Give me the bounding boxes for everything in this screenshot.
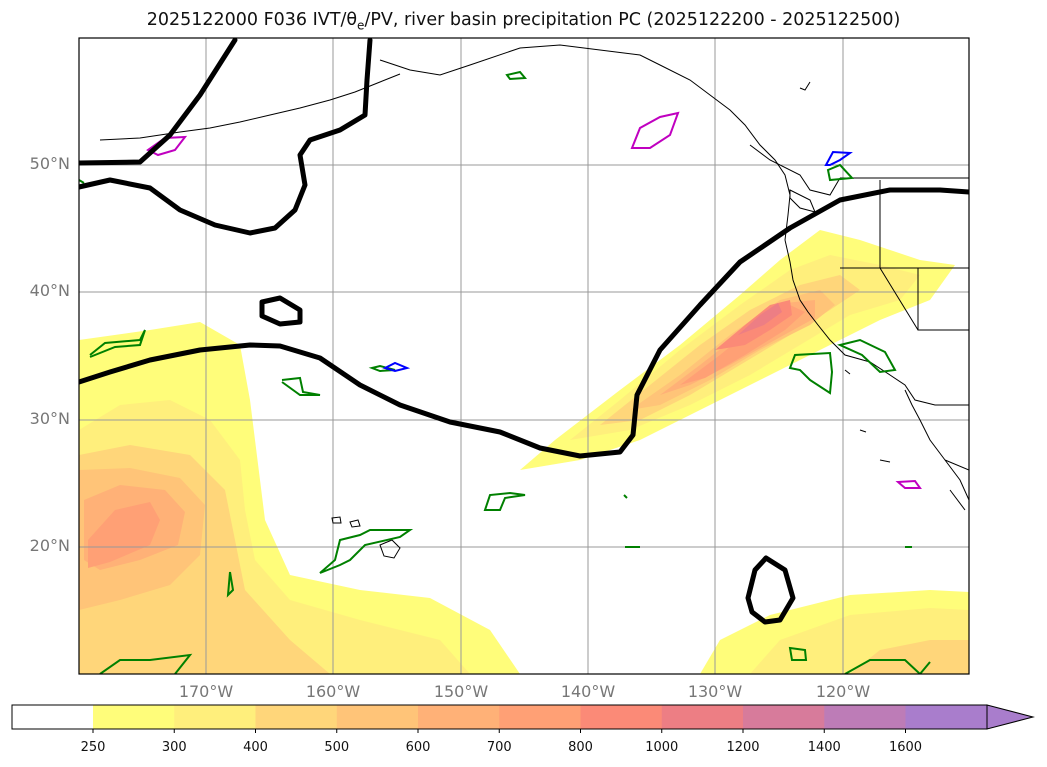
basin-green-14 (623, 494, 912, 548)
lat-label-30n: 30°N (29, 409, 70, 428)
bc-coast (749, 144, 841, 196)
baja (904, 389, 969, 501)
state-lines (840, 180, 969, 331)
ivt-west-700 (88, 502, 160, 568)
lon-label-140w: 140°W (560, 682, 616, 701)
lon-label-130w: 130°W (687, 682, 743, 701)
title-subscript: e (357, 18, 365, 33)
pv-contour-alaska (79, 38, 373, 236)
colorbar-tick-label: 600 (405, 740, 431, 755)
pv-closed-high (745, 555, 796, 625)
hawaii-kauai (331, 516, 342, 524)
lon-label-120w: 120°W (815, 682, 871, 701)
colorbar-tick-label: 1000 (645, 740, 679, 755)
title-prefix: 2025122000 F036 IVT/θ (146, 10, 358, 30)
basin-green-7 (836, 338, 897, 374)
hawaii-big (379, 539, 401, 559)
ivt-shading (79, 230, 969, 674)
basin-green-11 (844, 659, 931, 674)
basin-green-4 (483, 491, 526, 511)
basin-green-6 (788, 351, 834, 395)
hawaii-oahu (349, 519, 361, 528)
aleutian-chain (99, 73, 401, 141)
colorbar-tick-label: 250 (80, 740, 106, 755)
map-title: 2025122000 F036 IVT/θe/PV, river basin p… (0, 10, 1047, 33)
colorbar-tick-label: 400 (243, 740, 268, 755)
colorbar-tick-label: 500 (324, 740, 350, 755)
pv-closed-low (259, 295, 303, 327)
title-suffix: /PV, river basin precipitation PC (20251… (364, 10, 901, 30)
basin-blue-1 (824, 150, 853, 166)
basin-green-2 (281, 376, 321, 396)
basin-magenta-2 (630, 111, 680, 149)
colorbar-tick-label: 1200 (726, 740, 760, 755)
basin-green-9 (788, 646, 808, 661)
map-frame (78, 37, 970, 675)
colorbar-tick-label: 800 (568, 740, 593, 755)
pv-contours (79, 38, 969, 625)
mexico-coast (944, 459, 969, 511)
west-coast (784, 239, 969, 406)
coastlines (99, 44, 969, 559)
lat-label-40n: 40°N (29, 281, 70, 300)
pv-contour-main (79, 187, 969, 459)
basin-green-15 (79, 179, 85, 184)
gridlines (79, 38, 969, 674)
colorbar-tick-label: 300 (161, 740, 187, 755)
basin-green-10 (99, 653, 193, 674)
basin-blue-2 (382, 361, 411, 373)
ivt-ar-1000 (738, 303, 782, 335)
colorbar-tick-label: 1600 (888, 740, 923, 755)
colorbar-tick-label: 700 (486, 740, 512, 755)
lat-label-20n: 20°N (29, 536, 70, 555)
alaska-coast (379, 44, 791, 241)
small-islands (799, 81, 891, 463)
basin-green-1 (89, 329, 146, 358)
ivt-south-400 (850, 640, 969, 674)
basin-green-12 (226, 571, 235, 598)
basin-green-8 (826, 163, 855, 182)
basin-green-5 (319, 529, 414, 574)
vancouver-island (789, 189, 816, 213)
colorbar-tick-label: 1400 (807, 740, 841, 755)
lat-label-50n: 50°N (29, 154, 70, 173)
lon-label-150w: 150°W (433, 682, 489, 701)
pv-contour-north (79, 38, 238, 166)
lon-label-160w: 160°W (305, 682, 361, 701)
lon-label-170w: 170°W (178, 682, 234, 701)
basin-magenta-3 (895, 479, 922, 489)
basin-contours (79, 70, 931, 674)
basin-green-13 (505, 70, 528, 81)
